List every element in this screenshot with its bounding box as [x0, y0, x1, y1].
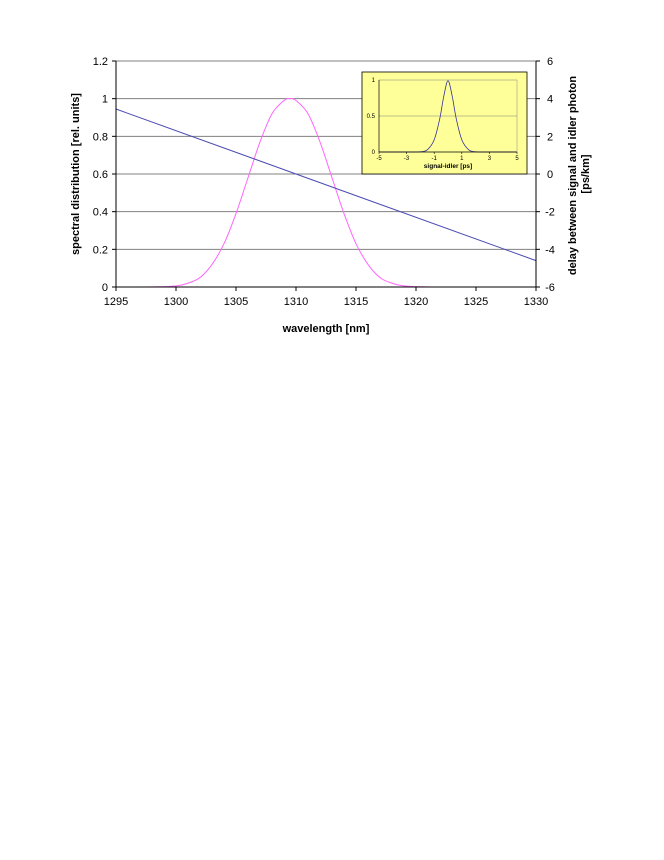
y2-tick-label: -6 [545, 282, 555, 294]
y-tick-label: 0.2 [93, 244, 108, 256]
x-tick-label: 1330 [524, 296, 548, 308]
y2-tick-label: 4 [547, 94, 553, 106]
inset-series-group [378, 80, 518, 153]
inset-y-tick-label: 0 [372, 150, 376, 156]
y-tick-label: 0.8 [93, 131, 108, 143]
inset-x-tick-label: 1 [460, 156, 464, 162]
x-tick-label: 1300 [164, 296, 188, 308]
inset-chart: 0 0.5 1 -5 -3 -1 1 3 5 signal-idler [ps] [361, 71, 528, 175]
y2-tick-label: 6 [547, 56, 553, 68]
inset-gridlines [379, 79, 517, 117]
inset-x-tick-label: 3 [488, 156, 492, 162]
delay-line [115, 108, 537, 262]
inset-y-tick-label: 0.5 [367, 114, 376, 120]
spectral-distribution-line [115, 98, 536, 288]
y2-axis-title-line-2: [ps/km] [580, 154, 592, 193]
y2-axis-title-line-1: delay between signal and idler photon [567, 76, 579, 276]
y-tick-label: 1.2 [93, 56, 108, 68]
y-tick-label: 0.4 [93, 207, 108, 219]
y-tick-label: 0 [102, 282, 108, 294]
y-tick-label: 1 [102, 94, 108, 106]
inset-x-tick-label: -1 [432, 156, 438, 162]
inset-x-tick-label: -3 [404, 156, 410, 162]
main-gridlines [116, 60, 536, 250]
inset-background [361, 71, 528, 175]
x-axis-title: wavelength [nm] [282, 323, 370, 335]
inset-delay-distribution-line [378, 80, 518, 153]
y-axis-title: spectral distribution [rel. units] [70, 93, 82, 255]
inset-tick-labels: 0 0.5 1 -5 -3 -1 1 3 5 [367, 78, 520, 162]
y2-tick-label: 0 [547, 169, 553, 181]
x-tick-label: 1305 [224, 296, 248, 308]
inset-x-tick-label: -5 [376, 156, 382, 162]
main-series-group [115, 98, 537, 288]
y-tick-label: 0.6 [93, 169, 108, 181]
y2-tick-label: -2 [545, 207, 555, 219]
x-tick-label: 1325 [464, 296, 488, 308]
x-tick-label: 1295 [104, 296, 128, 308]
inset-y-tick-label: 1 [372, 78, 376, 84]
y2-axis-title: delay between signal and idler photon [p… [567, 73, 592, 275]
x-tick-label: 1320 [404, 296, 428, 308]
y2-tick-label: 2 [547, 131, 553, 143]
x-tick-label: 1315 [344, 296, 368, 308]
x-tick-label: 1310 [284, 296, 308, 308]
inset-x-axis-title: signal-idler [ps] [424, 163, 472, 170]
y2-tick-label: -4 [545, 244, 555, 256]
inset-x-tick-label: 5 [515, 156, 519, 162]
